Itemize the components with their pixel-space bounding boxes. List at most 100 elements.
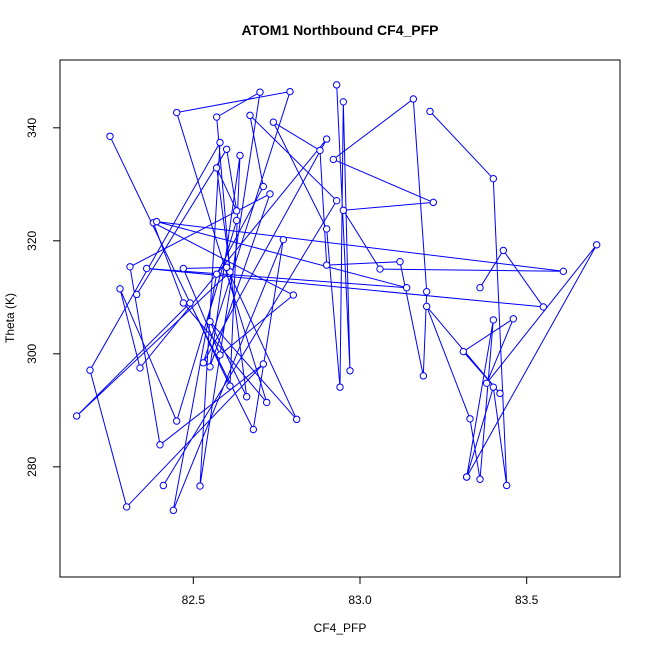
data-point: [316, 146, 324, 155]
data-point: [222, 145, 231, 153]
x-axis-label: CF4_PFP: [314, 621, 367, 635]
data-point: [429, 198, 438, 207]
data-point: [592, 241, 601, 249]
data-point: [332, 81, 341, 89]
data-point: [179, 264, 188, 273]
data-point: [339, 98, 348, 106]
data-point: [426, 107, 434, 116]
data-point: [419, 372, 428, 380]
data-point: [126, 263, 134, 271]
data-point: [159, 481, 168, 490]
data-point: [222, 263, 231, 272]
data-point: [476, 284, 484, 292]
data-point: [172, 108, 181, 117]
data-point: [489, 316, 498, 324]
data-point: [216, 351, 224, 359]
data-point: [322, 135, 331, 143]
data-point: [169, 506, 178, 515]
data-point: [232, 207, 241, 215]
data-point: [396, 258, 404, 266]
y-tick-label: 340: [25, 117, 39, 137]
data-point: [179, 299, 188, 307]
data-point: [132, 290, 141, 299]
data-point: [376, 265, 384, 273]
data-point: [249, 425, 258, 434]
x-tick-label: 83.5: [515, 593, 539, 607]
data-point: [206, 317, 214, 326]
data-point: [256, 88, 264, 96]
data-point: [402, 284, 411, 292]
data-point: [116, 285, 124, 293]
y-axis: 280 300 320 340: [25, 117, 60, 477]
data-point: [292, 415, 301, 424]
data-point: [232, 216, 241, 225]
data-point: [559, 267, 568, 276]
y-tick-label: 280: [25, 456, 39, 476]
data-point: [502, 481, 511, 490]
data-point: [212, 164, 221, 172]
x-axis: 82.5 83.0 83.5: [182, 577, 539, 607]
x-tick-label: 82.5: [182, 593, 206, 607]
data-point: [152, 217, 161, 226]
data-point: [489, 174, 498, 183]
data-point: [339, 206, 348, 214]
data-point: [212, 113, 221, 121]
data-point: [422, 302, 431, 311]
data-point: [196, 482, 204, 490]
data-point: [329, 155, 338, 164]
data-point: [142, 264, 151, 273]
data-point: [236, 151, 244, 160]
plot-frame: [59, 59, 621, 578]
series-line-2: [119, 90, 328, 423]
chart-title: ATOM1 Northbound CF4_PFP: [241, 22, 438, 38]
data-point: [286, 87, 294, 96]
data-point: [332, 196, 341, 205]
data-point: [106, 132, 114, 140]
data-point: [482, 379, 491, 387]
data-point: [489, 383, 498, 391]
data-point: [266, 190, 274, 198]
data-point: [422, 287, 431, 296]
data-point: [136, 364, 144, 372]
data-point: [216, 138, 224, 147]
data-point: [462, 473, 471, 481]
data-point: [186, 299, 194, 307]
data-point: [409, 95, 418, 103]
data-point: [279, 235, 288, 244]
data-point: [459, 347, 468, 356]
data-point: [509, 315, 518, 323]
data-point: [172, 417, 181, 425]
series-points: [72, 81, 601, 515]
data-point: [122, 503, 131, 511]
data-point: [322, 261, 331, 269]
data-point: [539, 303, 548, 311]
data-point: [226, 382, 234, 390]
data-point: [156, 441, 164, 449]
data-point: [199, 359, 208, 367]
data-point: [246, 111, 254, 120]
data-point: [259, 360, 268, 368]
data-point: [242, 393, 251, 401]
data-point: [86, 366, 94, 374]
data-point: [322, 225, 331, 233]
data-point: [212, 270, 221, 278]
data-point: [476, 475, 484, 483]
y-axis-label: Theta (K): [3, 293, 17, 343]
data-point: [346, 367, 354, 375]
data-point: [496, 389, 504, 398]
y-tick-label: 300: [25, 343, 39, 363]
data-point: [499, 246, 508, 255]
data-point: [262, 398, 271, 407]
data-point: [466, 415, 474, 423]
y-tick-label: 320: [25, 230, 39, 250]
x-tick-label: 83.0: [348, 593, 372, 607]
data-point: [72, 412, 81, 420]
data-point: [206, 363, 214, 371]
data-point: [336, 383, 344, 391]
data-point: [259, 182, 268, 191]
data-point: [289, 291, 298, 299]
data-point: [269, 118, 278, 126]
